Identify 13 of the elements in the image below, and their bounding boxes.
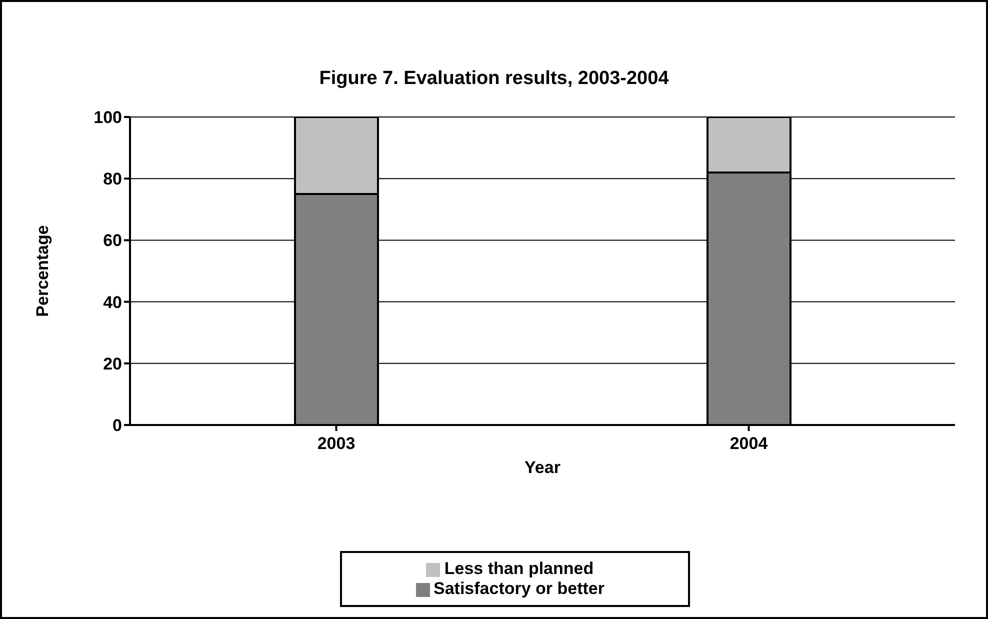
legend-label: Satisfactory or better [434,579,604,598]
y-tick-label: 100 [94,108,122,128]
legend-label: Less than planned [444,559,594,578]
y-tick-label: 80 [103,170,122,189]
x-axis-title: Year [524,458,561,478]
y-tick-label: 20 [103,354,122,374]
y-tick-label: 60 [103,231,122,250]
chart-title: Figure 7. Evaluation results, 2003-2004 [318,68,670,90]
y-axis-title: Percentage [33,225,52,317]
x-tick-label: 2004 [730,434,768,454]
x-tick-label: 2003 [317,434,356,454]
y-tick-label: 40 [103,292,122,312]
y-tick-label: 0 [112,416,122,436]
